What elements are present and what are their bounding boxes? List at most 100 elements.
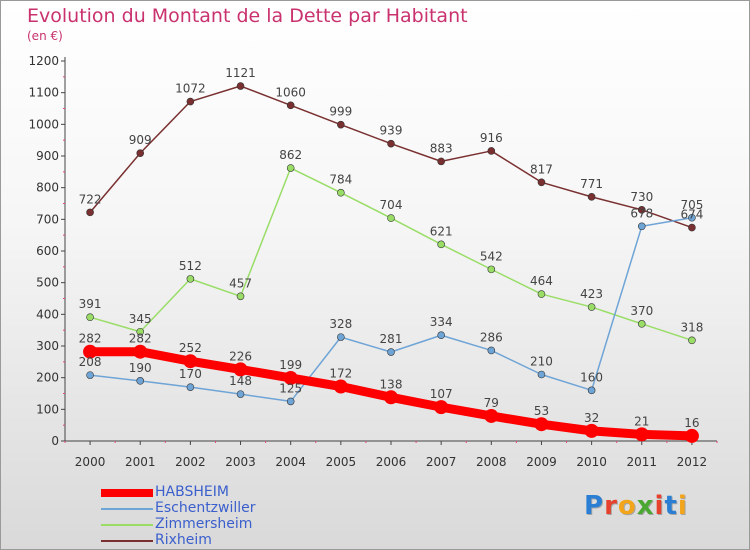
data-label-rixheim: 674 [680,208,703,222]
data-label-zimmersheim: 370 [630,304,653,318]
data-label-eschentzwiller: 160 [580,370,603,384]
data-label-zimmersheim: 862 [279,148,302,162]
x-tick-label: 2002 [175,455,206,469]
data-point-habsheim [283,370,298,385]
chart-subtitle: (en €) [27,29,63,43]
data-label-eschentzwiller: 281 [380,332,403,346]
y-tick-label: 600 [36,244,59,258]
legend-label-zimmersheim: Zimmersheim [155,516,253,532]
data-point-habsheim [133,344,148,359]
data-point-rixheim [537,178,546,187]
x-tick-label: 2012 [677,455,708,469]
data-point-zimmersheim [537,290,546,298]
legend-label-eschentzwiller: Eschentzwiller [155,500,256,516]
data-label-zimmersheim: 345 [129,312,152,326]
y-tick-label: 900 [36,149,59,163]
data-label-rixheim: 1060 [275,85,306,99]
data-label-eschentzwiller: 678 [630,206,653,220]
data-label-habsheim: 107 [430,387,453,401]
data-point-zimmersheim [637,320,646,328]
data-point-habsheim [434,400,449,415]
data-label-rixheim: 1072 [175,82,206,96]
data-point-rixheim [86,208,94,217]
data-point-eschentzwiller [387,348,395,356]
data-label-zimmersheim: 464 [530,274,553,288]
data-label-zimmersheim: 423 [580,287,603,301]
logo-letter: i [654,491,665,521]
data-point-rixheim [487,147,496,155]
data-point-zimmersheim [387,214,395,222]
x-tick-label: 2004 [275,455,306,469]
y-tick-label: 100 [36,402,59,416]
legend-label-habsheim: HABSHEIM [155,484,229,500]
x-tick-label: 2003 [225,455,256,469]
data-point-eschentzwiller [537,370,546,379]
data-label-zimmersheim: 542 [480,249,503,263]
data-label-rixheim: 883 [430,141,453,155]
data-point-zimmersheim [186,275,195,283]
x-tick-label: 2005 [326,455,357,469]
data-label-eschentzwiller: 148 [229,374,252,388]
data-label-rixheim: 909 [129,133,152,147]
data-label-rixheim: 1121 [225,66,256,80]
data-point-habsheim [333,379,348,394]
data-label-habsheim: 138 [380,377,403,391]
x-tick-label: 2009 [526,455,557,469]
x-tick-label: 2000 [75,455,106,469]
data-point-habsheim [183,354,198,369]
data-point-zimmersheim [86,313,94,321]
data-label-habsheim: 282 [79,332,102,346]
y-tick-label: 0 [51,434,59,448]
data-point-habsheim [484,408,499,423]
data-point-rixheim [637,206,646,214]
data-label-habsheim: 79 [484,396,499,410]
y-tick-label: 200 [36,371,59,385]
data-label-zimmersheim: 784 [329,173,352,187]
data-label-zimmersheim: 512 [179,259,202,273]
data-label-habsheim: 172 [329,367,352,381]
data-point-rixheim [688,223,696,232]
data-point-eschentzwiller [587,386,596,395]
data-point-habsheim [83,344,98,359]
data-point-zimmersheim [236,292,245,301]
x-tick-label: 2011 [626,455,657,469]
data-label-habsheim: 226 [229,349,252,363]
data-point-zimmersheim [337,188,345,197]
logo-letter: t [664,491,678,521]
data-point-zimmersheim [136,327,145,336]
data-point-habsheim [584,423,599,438]
data-point-zimmersheim [688,336,696,345]
data-point-rixheim [186,97,195,106]
logo-letter: r [604,491,618,521]
data-label-rixheim: 939 [380,124,403,138]
data-point-eschentzwiller [337,333,345,341]
legend-label-rixheim: Rixheim [155,532,212,548]
data-point-eschentzwiller [487,346,496,355]
data-point-rixheim [387,139,395,148]
y-tick-label: 700 [36,212,59,226]
data-point-rixheim [437,157,445,166]
logo-letter: P [584,491,605,521]
legend-swatch-habsheim [101,489,153,497]
data-label-eschentzwiller: 210 [530,355,553,369]
legend-swatch-rixheim [101,540,153,542]
data-point-eschentzwiller [136,377,145,385]
legend-item-eschentzwiller: Eschentzwiller [101,500,421,517]
data-point-eschentzwiller [286,397,295,406]
x-tick-label: 2008 [476,455,507,469]
data-point-eschentzwiller [236,390,245,398]
data-point-zimmersheim [487,265,496,274]
data-label-eschentzwiller: 328 [329,317,352,331]
data-point-eschentzwiller [86,371,94,379]
data-label-rixheim: 722 [79,192,102,206]
legend-swatch-zimmersheim [101,524,153,526]
legend-item-rixheim: Rixheim [101,532,421,549]
logo-letter: i [677,491,688,521]
data-point-zimmersheim [286,164,295,172]
data-point-habsheim [384,390,398,405]
data-label-habsheim: 16 [684,416,699,430]
data-point-eschentzwiller [186,383,195,391]
y-tick-label: 800 [36,181,59,195]
